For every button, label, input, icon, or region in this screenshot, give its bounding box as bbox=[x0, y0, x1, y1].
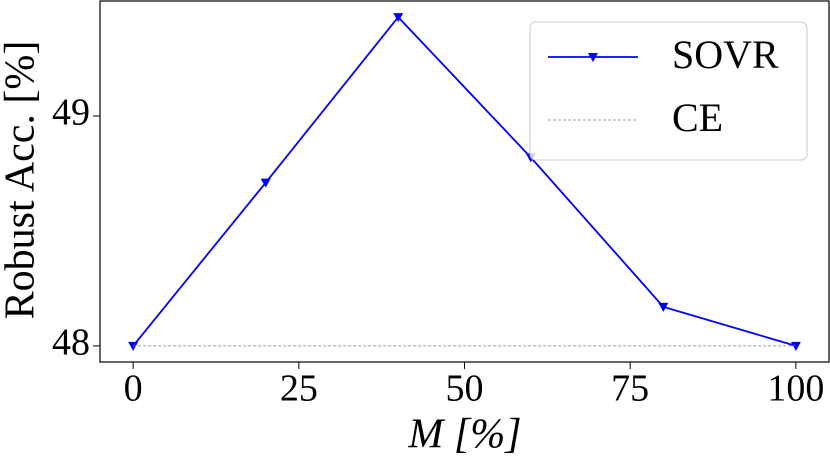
marker bbox=[790, 341, 801, 351]
marker bbox=[658, 302, 669, 312]
x-tick-label: 75 bbox=[611, 368, 649, 410]
x-tick-label: 50 bbox=[446, 368, 484, 410]
x-tick-label: 25 bbox=[280, 368, 318, 410]
y-tick-label: 49 bbox=[52, 92, 90, 134]
x-axis-label: M [%] bbox=[407, 412, 521, 458]
series-line bbox=[132, 15, 797, 347]
marker bbox=[128, 341, 139, 351]
y-axis-label: Robust Acc. [%] bbox=[0, 41, 44, 320]
legend-marker bbox=[588, 53, 598, 62]
y-tick-label: 48 bbox=[52, 322, 90, 364]
legend-label: SOVR bbox=[672, 32, 779, 77]
x-tick-label: 0 bbox=[124, 368, 143, 410]
x-tick-label: 100 bbox=[767, 368, 824, 410]
legend-label: CE bbox=[672, 95, 723, 140]
marker bbox=[393, 13, 404, 23]
marker bbox=[260, 178, 271, 188]
